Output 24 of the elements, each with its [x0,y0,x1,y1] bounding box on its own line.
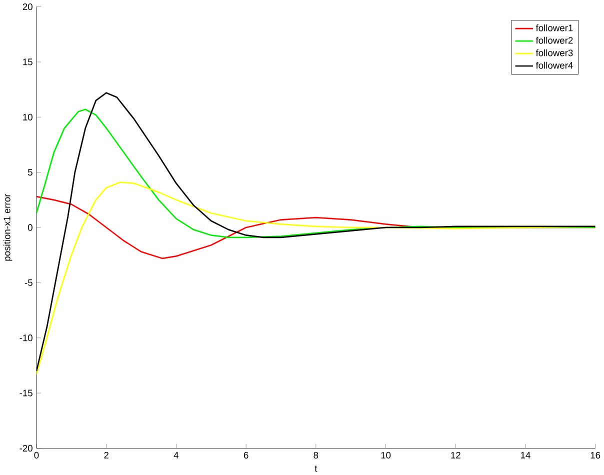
x-tick-label: 6 [244,452,248,458]
x-tick-label: 8 [314,452,318,458]
y-tick-label: 20 [22,3,32,10]
y-axis-title: position-x1 error [3,194,12,261]
x-tick-label: 2 [104,452,108,458]
legend-label: follower3 [536,49,573,56]
y-tick-label: 5 [28,168,32,176]
legend-label: follower4 [536,62,573,69]
x-tick-label: 0 [34,452,39,458]
y-tick-label: 10 [23,114,32,120]
y-tick-label: -20 [20,444,32,452]
legend-label: follower2 [536,36,573,44]
x-tick-label: 14 [521,452,530,458]
legend-label: follower1 [536,24,573,32]
x-tick-label: 12 [451,452,460,458]
y-tick-label: 0 [28,224,32,231]
x-tick-label: 4 [174,452,179,458]
x-tick-label: 10 [381,452,391,458]
y-tick-label: -15 [20,390,32,396]
x-axis-title: t [314,466,318,472]
y-tick-label: 15 [23,58,32,66]
x-tick-label: 16 [590,452,600,458]
y-tick-label: -10 [20,334,32,342]
y-tick-label: -5 [24,279,32,286]
